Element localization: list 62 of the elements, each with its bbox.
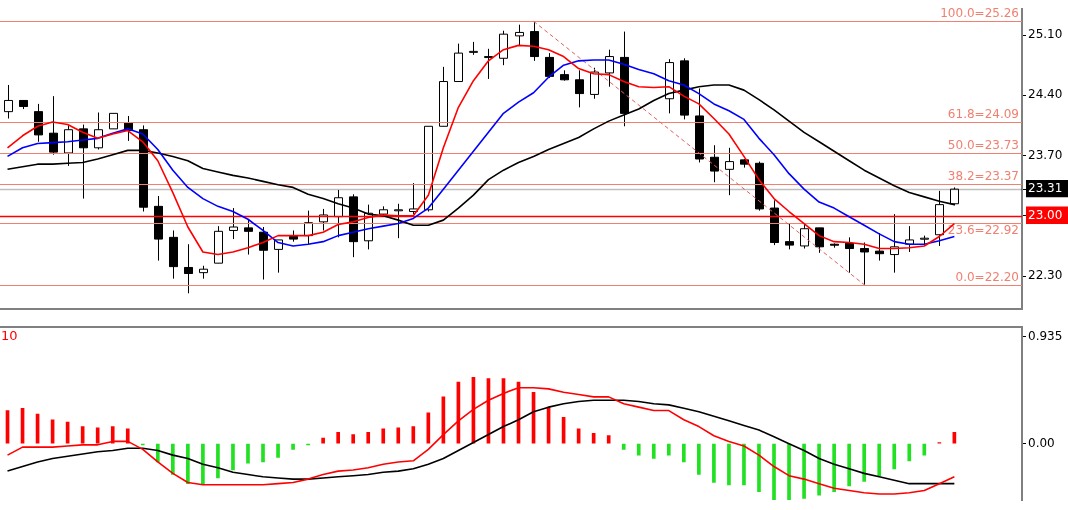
- bar: [95, 427, 100, 444]
- ref-line-label: 61.8=24.09: [947, 107, 1019, 122]
- bar: [291, 443, 295, 450]
- bar: [682, 443, 686, 463]
- bar: [186, 443, 190, 484]
- candlestick: [244, 218, 253, 256]
- y-tick-label: 23.00: [1028, 207, 1063, 222]
- ref-line-label: 0.0=22.20: [955, 269, 1019, 284]
- candlestick: [184, 243, 193, 294]
- bar: [411, 426, 416, 444]
- bar: [125, 428, 130, 444]
- bar: [832, 443, 836, 492]
- bar: [606, 435, 611, 444]
- bar: [110, 426, 115, 444]
- bar: [621, 443, 626, 450]
- bar: [862, 443, 867, 482]
- candlestick: [409, 182, 418, 215]
- bar: [697, 443, 701, 475]
- bar: [787, 443, 791, 500]
- bar: [381, 428, 386, 444]
- y-tick-label: 25.10: [1028, 27, 1063, 42]
- y-tick-label: 23.31: [1028, 181, 1063, 196]
- bar: [396, 427, 401, 444]
- bar: [817, 443, 821, 496]
- candlestick: [725, 147, 734, 196]
- bar: [712, 443, 716, 483]
- bar: [201, 443, 205, 484]
- candlestick: [905, 225, 914, 253]
- bar: [216, 443, 220, 479]
- bar: [772, 443, 776, 500]
- bar: [757, 443, 761, 492]
- ref-line-label: 100.0=25.26: [940, 6, 1019, 21]
- ref-line-label: 38.2=23.37: [947, 169, 1019, 184]
- bar: [847, 443, 851, 487]
- bar: [276, 443, 280, 458]
- bar: [321, 437, 325, 444]
- bar: [231, 443, 235, 471]
- bar: [907, 443, 912, 462]
- ref-line-label: 23.6=22.92: [947, 222, 1019, 237]
- bar: [727, 443, 731, 486]
- y-tick-label: 23.70: [1028, 147, 1063, 162]
- bar: [651, 443, 656, 459]
- bar: [636, 443, 641, 456]
- y-tick-label: 22.30: [1028, 268, 1063, 283]
- bar: [351, 434, 356, 444]
- bar: [261, 443, 265, 463]
- bar: [892, 443, 897, 470]
- bar: [246, 443, 250, 464]
- bar: [922, 443, 927, 456]
- bar: [366, 431, 371, 444]
- candlestick: [274, 239, 283, 274]
- bar: [666, 443, 671, 456]
- y-tick-label: 0.935: [1028, 329, 1063, 344]
- bar: [742, 443, 746, 486]
- annotation: 10: [1, 328, 18, 344]
- ref-line-label: 50.0=23.73: [947, 138, 1019, 153]
- bar: [336, 431, 340, 444]
- bar: [802, 443, 806, 499]
- bar: [877, 443, 882, 476]
- y-tick-label: 0.00: [1028, 435, 1055, 450]
- y-tick-label: 24.40: [1028, 87, 1063, 102]
- candlestick: [785, 223, 794, 250]
